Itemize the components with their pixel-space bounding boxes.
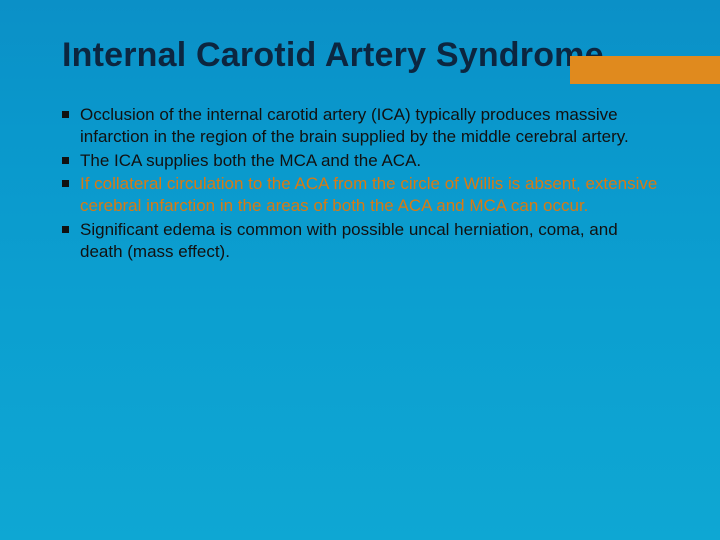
bullet-item: Occlusion of the internal carotid artery… — [62, 104, 658, 148]
accent-bar — [570, 56, 720, 84]
bullet-item: Significant edema is common with possibl… — [62, 219, 658, 263]
bullet-item: The ICA supplies both the MCA and the AC… — [62, 150, 658, 172]
slide-title: Internal Carotid Artery Syndrome — [62, 36, 658, 74]
slide-content: Internal Carotid Artery Syndrome Occlusi… — [0, 0, 720, 262]
bullet-item: If collateral circulation to the ACA fro… — [62, 173, 658, 217]
bullet-list: Occlusion of the internal carotid artery… — [62, 104, 658, 262]
